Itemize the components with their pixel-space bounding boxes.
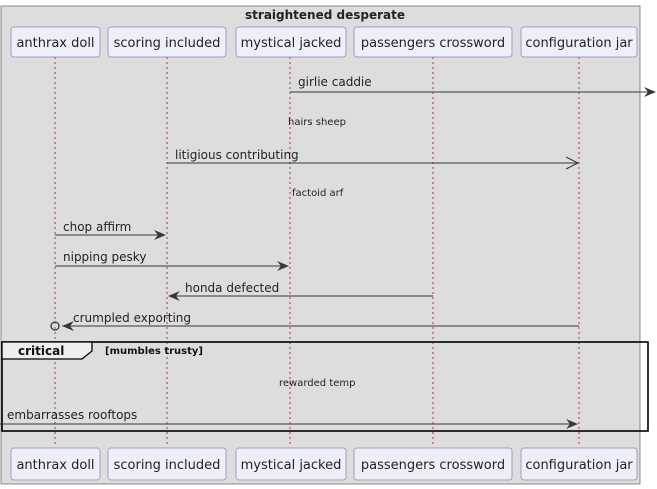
- participant-top-passengers-crossword[interactable]: passengers crossword: [353, 26, 513, 58]
- group-box-title: straightened desperate: [245, 8, 405, 22]
- arrowhead: [154, 230, 166, 240]
- message-label: honda defected: [185, 281, 279, 295]
- participant-bottom-mystical-jacked[interactable]: mystical jacked: [235, 447, 347, 481]
- message-litigious-contributing: litigious contributing: [167, 148, 580, 170]
- participant-top-configuration-jar[interactable]: configuration jar: [520, 26, 638, 58]
- participant-label: mystical jacked: [241, 458, 342, 473]
- fragment-kind-label: critical: [18, 344, 64, 358]
- participant-label: passengers crossword: [361, 36, 505, 51]
- participant-top-mystical-jacked[interactable]: mystical jacked: [235, 26, 347, 58]
- arrowhead: [168, 291, 180, 301]
- fragment-critical: critical [mumbles trusty]: [1, 341, 649, 432]
- participant-label: scoring included: [114, 458, 221, 473]
- participant-label: passengers crossword: [361, 458, 505, 473]
- message-label: litigious contributing: [175, 148, 299, 162]
- arrowhead: [566, 419, 578, 429]
- participant-label: mystical jacked: [241, 36, 342, 51]
- delay-hairs-sheep: hairs sheep: [288, 117, 346, 128]
- message-label: crumpled exporting: [73, 311, 191, 325]
- arrowhead: [644, 87, 656, 97]
- participant-bottom-anthrax-doll[interactable]: anthrax doll: [10, 447, 101, 481]
- message-label: chop affirm: [63, 220, 131, 234]
- message-girlie-caddie: girlie caddie: [290, 75, 656, 97]
- participant-bottom-configuration-jar[interactable]: configuration jar: [520, 447, 638, 481]
- participant-label: anthrax doll: [16, 36, 94, 51]
- delay-rewarded-temp: rewarded temp: [279, 378, 355, 389]
- message-chop-affirm: chop affirm: [55, 220, 166, 240]
- message-embarrasses-rooftops: embarrasses rooftops: [0, 408, 578, 429]
- participant-label: anthrax doll: [16, 458, 94, 473]
- message-crumpled-exporting: crumpled exporting: [50, 311, 579, 331]
- message-nipping-pesky: nipping pesky: [55, 250, 289, 271]
- participant-label: configuration jar: [525, 458, 633, 473]
- fragment-condition: [mumbles trusty]: [105, 346, 203, 357]
- fragment-frame: [1, 341, 649, 432]
- group-box: [0, 5, 641, 485]
- message-label: nipping pesky: [63, 250, 146, 264]
- lost-message-circle-icon: [50, 321, 60, 331]
- message-label: embarrasses rooftops: [7, 408, 137, 422]
- delay-factoid-arf: factoid arf: [292, 188, 344, 199]
- message-label: girlie caddie: [298, 75, 372, 89]
- open-arrowhead: [565, 156, 580, 170]
- participant-label: scoring included: [114, 36, 221, 51]
- arrowhead: [277, 261, 289, 271]
- participant-bottom-scoring-included[interactable]: scoring included: [107, 447, 227, 481]
- participant-top-scoring-included[interactable]: scoring included: [107, 26, 227, 58]
- arrowhead: [62, 321, 74, 331]
- participant-top-anthrax-doll[interactable]: anthrax doll: [10, 26, 101, 58]
- participant-label: configuration jar: [525, 36, 633, 51]
- message-honda-defected: honda defected: [168, 281, 433, 301]
- fragment-tab: [1, 341, 93, 360]
- participant-bottom-passengers-crossword[interactable]: passengers crossword: [353, 447, 513, 481]
